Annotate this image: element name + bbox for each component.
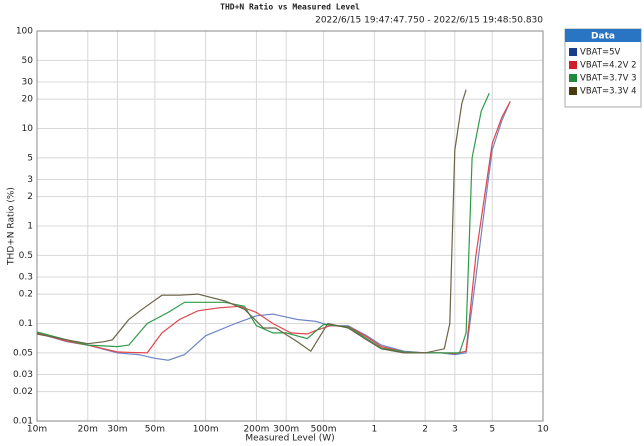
x-tick-label: 5 <box>489 425 495 435</box>
y-tick-label: 1 <box>27 222 33 232</box>
x-tick-label: 500m <box>311 425 337 435</box>
chart-title: THD+N Ratio vs Measured Level <box>220 2 360 12</box>
legend-title: Data <box>591 32 615 42</box>
y-tick-label: 0.2 <box>19 290 33 300</box>
y-axis-label: THD+N Ratio (%) <box>7 187 17 266</box>
x-tick-label: 1 <box>371 425 377 435</box>
x-tick-label: 2 <box>422 425 428 435</box>
x-tick-label: 100m <box>193 425 219 435</box>
y-tick-label: 0.05 <box>13 348 33 358</box>
x-tick-label: 10 <box>537 425 549 435</box>
legend-label: VBAT=5V <box>580 48 621 58</box>
x-tick-label: 50m <box>145 425 165 435</box>
plot-border <box>36 30 544 422</box>
legend-header <box>565 29 641 42</box>
x-tick-label: 30m <box>107 425 127 435</box>
y-tick-label: 2 <box>27 192 33 202</box>
series-line <box>36 89 467 354</box>
legend-label: VBAT=3.3V 4 <box>580 87 637 97</box>
legend-swatch <box>569 87 577 95</box>
series-line <box>36 103 510 361</box>
x-tick-label: 300m <box>273 425 299 435</box>
y-tick-label: 100 <box>16 27 33 37</box>
y-tick-label: 30 <box>22 77 34 87</box>
y-tick-label: 0.1 <box>19 319 33 329</box>
y-tick-label: 0.3 <box>19 272 33 282</box>
legend-label: VBAT=3.7V 3 <box>580 74 637 84</box>
x-tick-label: 200m <box>243 425 269 435</box>
y-tick-label: 20 <box>22 95 34 105</box>
y-tick-label: 10 <box>22 124 34 134</box>
x-tick-label: 10m <box>27 425 47 435</box>
x-tick-label: 3 <box>452 425 458 435</box>
y-tick-label: 0.5 <box>19 251 33 261</box>
legend-swatch <box>569 61 577 69</box>
chart-subtitle: 2022/6/15 19:47:47.750 - 2022/6/15 19:48… <box>315 16 543 26</box>
legend-swatch <box>569 48 577 56</box>
y-tick-label: 5 <box>27 153 33 163</box>
y-tick-label: 0.03 <box>13 370 33 380</box>
y-tick-label: 0.01 <box>13 417 33 427</box>
y-tick-label: 0.02 <box>13 387 33 397</box>
x-axis-label: Measured Level (W) <box>245 434 334 444</box>
y-tick-label: 50 <box>22 56 34 66</box>
legend-label: VBAT=4.2V 2 <box>580 61 637 71</box>
series-line <box>36 92 490 354</box>
x-tick-label: 20m <box>78 425 98 435</box>
legend-swatch <box>569 74 577 82</box>
y-tick-label: 3 <box>27 175 33 185</box>
